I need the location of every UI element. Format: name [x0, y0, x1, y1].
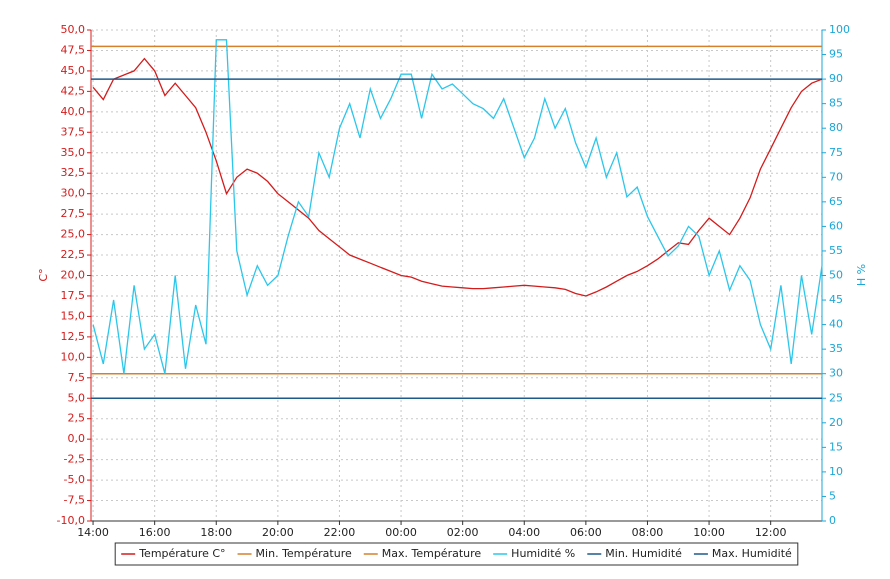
legend-item: Température C°	[121, 547, 226, 560]
legend-label: Température C°	[138, 547, 225, 560]
y-tick-label: -5,0	[64, 473, 85, 486]
y2-tick-label: 95	[829, 48, 843, 61]
legend-item: Max. Température	[363, 547, 482, 560]
y2-tick-label: 40	[829, 318, 843, 331]
y-tick-label: 2,5	[68, 412, 86, 425]
y-tick-label: 10,0	[61, 350, 86, 363]
y2-tick-label: 10	[829, 465, 843, 478]
y2-axis-label: H %	[855, 264, 868, 286]
x-tick-label: 00:00	[385, 526, 417, 539]
legend-item: Min. Humidité	[587, 547, 682, 560]
y-tick-label: 17,5	[61, 289, 86, 302]
x-tick-label: 16:00	[139, 526, 171, 539]
y-tick-label: -2,5	[64, 453, 85, 466]
y2-tick-label: 55	[829, 244, 843, 257]
legend-label: Min. Humidité	[605, 547, 682, 560]
legend-item: Min. Température	[237, 547, 352, 560]
legend-item: Humidité %	[493, 547, 575, 560]
y2-tick-label: 90	[829, 72, 843, 85]
y-tick-label: 15,0	[61, 309, 86, 322]
x-tick-label: 14:00	[77, 526, 109, 539]
x-tick-label: 20:00	[262, 526, 294, 539]
y-tick-label: -10,0	[57, 514, 85, 527]
y2-tick-label: 30	[829, 367, 843, 380]
legend-label: Humidité %	[511, 547, 575, 560]
y-tick-label: 40,0	[61, 105, 86, 118]
y-tick-label: -7,5	[64, 494, 85, 507]
x-tick-label: 02:00	[447, 526, 479, 539]
y-tick-label: 7,5	[68, 371, 86, 384]
x-tick-label: 04:00	[508, 526, 540, 539]
y-tick-label: 25,0	[61, 228, 86, 241]
y-tick-label: 50,0	[61, 23, 86, 36]
y-tick-label: 30,0	[61, 187, 86, 200]
y2-tick-label: 15	[829, 440, 843, 453]
y2-tick-label: 35	[829, 342, 843, 355]
y-tick-label: 20,0	[61, 269, 86, 282]
y-tick-label: 35,0	[61, 146, 86, 159]
legend-box	[114, 542, 799, 566]
legend-label: Max. Température	[382, 547, 482, 560]
data-line	[92, 39, 823, 374]
y-tick-label: 27,5	[61, 207, 86, 220]
y-tick-label: 22,5	[61, 248, 86, 261]
data-line	[92, 57, 823, 297]
y2-tick-label: 45	[829, 293, 843, 306]
y2-tick-label: 65	[829, 195, 843, 208]
x-tick-label: 22:00	[324, 526, 356, 539]
y2-tick-label: 100	[829, 23, 850, 36]
y-tick-label: 37,5	[61, 125, 86, 138]
legend-label: Min. Température	[256, 547, 352, 560]
y2-tick-label: 0	[829, 514, 836, 527]
y2-tick-label: 5	[829, 489, 836, 502]
y2-tick-label: 80	[829, 121, 843, 134]
y-tick-label: 5,0	[68, 391, 86, 404]
y-axis-label: C°	[37, 268, 50, 281]
y2-tick-label: 70	[829, 170, 843, 183]
y-tick-label: 47,5	[61, 43, 86, 56]
y2-tick-label: 85	[829, 97, 843, 110]
y2-tick-label: 75	[829, 146, 843, 159]
x-tick-label: 10:00	[693, 526, 725, 539]
y2-tick-label: 20	[829, 416, 843, 429]
y2-tick-label: 60	[829, 219, 843, 232]
x-tick-label: 06:00	[570, 526, 602, 539]
y2-tick-label: 25	[829, 391, 843, 404]
x-tick-label: 12:00	[755, 526, 787, 539]
x-tick-label: 08:00	[632, 526, 664, 539]
y-tick-label: 32,5	[61, 166, 86, 179]
legend-item: Max. Humidité	[693, 547, 792, 560]
y-tick-label: 45,0	[61, 64, 86, 77]
y-tick-label: 42,5	[61, 84, 86, 97]
y-tick-label: 12,5	[61, 330, 86, 343]
legend-label: Max. Humidité	[712, 547, 792, 560]
y2-tick-label: 50	[829, 269, 843, 282]
x-tick-label: 18:00	[200, 526, 232, 539]
y-tick-label: 0,0	[68, 432, 86, 445]
